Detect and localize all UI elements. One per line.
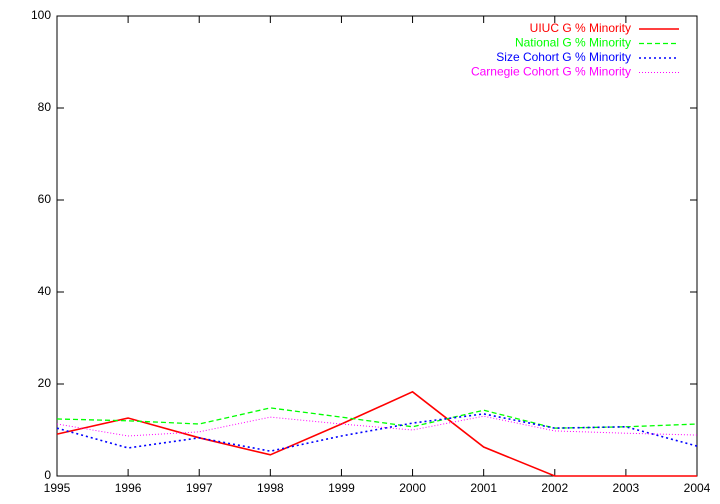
x-tick-label: 1998: [257, 481, 284, 495]
legend-label: UIUC G % Minority: [530, 21, 631, 35]
series-line: [56, 390, 697, 477]
legend-label: Size Cohort G % Minority: [496, 50, 631, 64]
x-tick-label: 1999: [328, 481, 355, 495]
series-line: [56, 407, 698, 429]
x-tick-label: 1996: [115, 481, 142, 495]
x-tick-label: 2003: [613, 481, 640, 495]
x-tick-label: 2002: [541, 481, 568, 495]
y-tick-label: 0: [44, 468, 51, 482]
x-tick-label: 1995: [44, 481, 71, 495]
legend-label: Carnegie Cohort G % Minority: [471, 65, 631, 79]
x-tick-label: 2001: [470, 481, 497, 495]
plot-frame: [56, 15, 698, 477]
y-tick-label: 100: [31, 8, 51, 22]
x-tick-label: 2000: [399, 481, 426, 495]
y-tick-label: 80: [38, 100, 52, 114]
legend-label: National G % Minority: [515, 36, 631, 50]
y-tick-label: 40: [38, 284, 52, 298]
y-tick-label: 20: [38, 376, 52, 390]
x-tick-label: 1997: [186, 481, 213, 495]
series-line: [56, 415, 698, 437]
x-tick-label: 2004: [684, 481, 711, 495]
series-line: [56, 413, 698, 452]
y-tick-label: 60: [38, 192, 52, 206]
